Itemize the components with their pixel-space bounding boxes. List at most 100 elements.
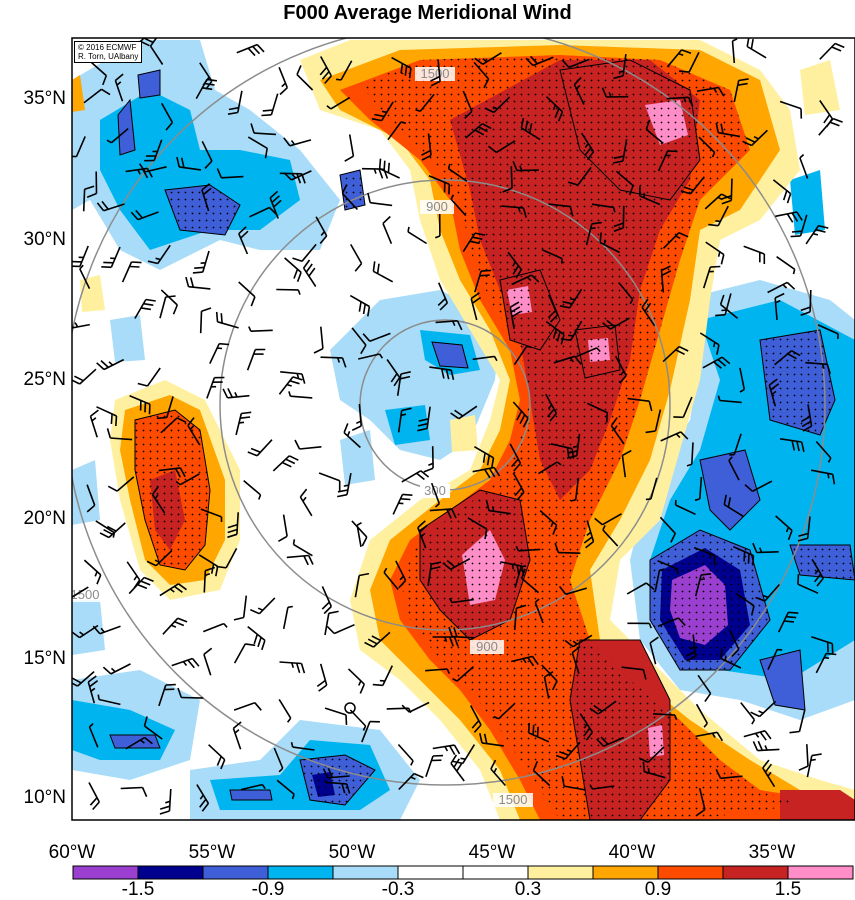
lat-tick-35: 35°N: [24, 88, 66, 109]
wind-barb: [818, 117, 843, 136]
ring-1500: [72, 38, 826, 786]
wind-barb: [521, 568, 540, 594]
wind-barb: [717, 395, 742, 404]
wind-barb: [559, 288, 583, 309]
wind-barb: [679, 52, 700, 73]
wind-barb: [86, 484, 96, 513]
wind-barb: [576, 347, 601, 358]
wind-barb: [227, 512, 239, 539]
wind-barb: [326, 623, 355, 635]
wind-barb: [203, 622, 228, 633]
wind-barb: [216, 548, 238, 569]
wind-barb: [372, 261, 394, 283]
wind-barb: [316, 663, 328, 692]
wind-barb: [704, 193, 731, 210]
wind-barb: [448, 597, 474, 604]
wind-barb: [719, 294, 739, 320]
wind-barbs: [72, 38, 845, 816]
wind-barb: [657, 560, 679, 575]
wind-barb: [702, 356, 731, 369]
wind-barb: [383, 567, 399, 591]
wind-barb: [160, 417, 187, 434]
wind-barb: [775, 211, 803, 223]
wind-barb: [347, 668, 366, 694]
longitude-axis: 60°W 55°W 50°W 45°W 40°W 35°W: [49, 842, 796, 863]
wind-barb: [86, 171, 98, 198]
wind-barb: [513, 604, 527, 631]
wind-barb: [391, 56, 412, 79]
wind-barb: [599, 232, 621, 254]
wind-barb: [767, 648, 783, 670]
wind-barb: [82, 185, 95, 212]
wind-barb: [107, 476, 135, 492]
wind-barb: [493, 703, 516, 720]
wind-barb: [192, 250, 210, 274]
colorbar: [72, 865, 854, 880]
wind-barb: [767, 281, 796, 294]
wind-barb: [532, 760, 551, 787]
credit-line-2: R. Torn, UAlbany: [78, 52, 139, 61]
wind-barb: [626, 582, 655, 595]
wind-barb: [280, 371, 306, 384]
wind-barb: [560, 320, 583, 342]
wind-barb: [250, 123, 277, 136]
wind-barb: [99, 522, 126, 539]
wind-barb: [627, 622, 652, 629]
colorbar-swatch: [787, 865, 854, 880]
wind-barb: [415, 93, 435, 113]
wind-barb: [613, 53, 627, 80]
wind-barb: [233, 701, 262, 711]
wind-barb: [238, 281, 256, 307]
wind-barb: [248, 326, 273, 332]
wind-barb: [641, 298, 656, 327]
wind-barb: [97, 694, 121, 706]
wind-barb: [621, 666, 647, 680]
colorbar-swatch: [397, 865, 464, 880]
wind-barb: [645, 409, 662, 434]
colorbar-label-0p9: 0.9: [645, 879, 671, 900]
wind-barb: [351, 404, 362, 432]
wind-barb: [175, 473, 200, 486]
wind-barb: [89, 60, 108, 86]
wind-barb: [341, 184, 358, 211]
wind-barb: [195, 78, 218, 99]
wind-barb: [750, 700, 777, 718]
colorbar-swatch: [722, 865, 789, 880]
wind-barb: [697, 674, 712, 703]
credit-box: © 2016 ECMWF R. Torn, UAlbany: [74, 41, 143, 63]
wind-barb: [568, 166, 592, 186]
wind-barb: [171, 657, 200, 669]
wind-barb: [534, 598, 544, 624]
wind-barb: [450, 405, 478, 420]
wind-barb: [573, 76, 585, 105]
wind-barb: [382, 215, 393, 245]
wind-barb: [276, 779, 295, 800]
wind-barb: [72, 245, 89, 268]
wind-barb: [398, 772, 424, 790]
wind-barb: [660, 265, 672, 293]
wind-barb: [425, 668, 451, 674]
wind-barb: [673, 396, 693, 419]
wind-barb: [733, 78, 749, 103]
wind-barb: [278, 514, 288, 542]
wind-barb: [797, 516, 811, 542]
wind-barb: [283, 137, 312, 147]
wind-barb: [247, 439, 273, 457]
wind-barb: [236, 43, 265, 57]
wind-barb: [653, 713, 678, 721]
wind-barb: [696, 788, 706, 816]
wind-barb: [324, 707, 348, 725]
wind-barb: [72, 670, 95, 687]
wind-barb: [779, 438, 805, 452]
wind-barb: [474, 52, 502, 65]
wind-barb: [501, 205, 527, 218]
wind-barb: [279, 661, 306, 674]
wind-barb: [596, 736, 625, 747]
wind-barb: [296, 65, 314, 91]
wind-barb: [235, 411, 252, 436]
wind-barb: [243, 479, 262, 500]
wind-barb: [806, 753, 822, 778]
wind-barb: [772, 179, 792, 204]
wind-barb: [337, 472, 352, 498]
